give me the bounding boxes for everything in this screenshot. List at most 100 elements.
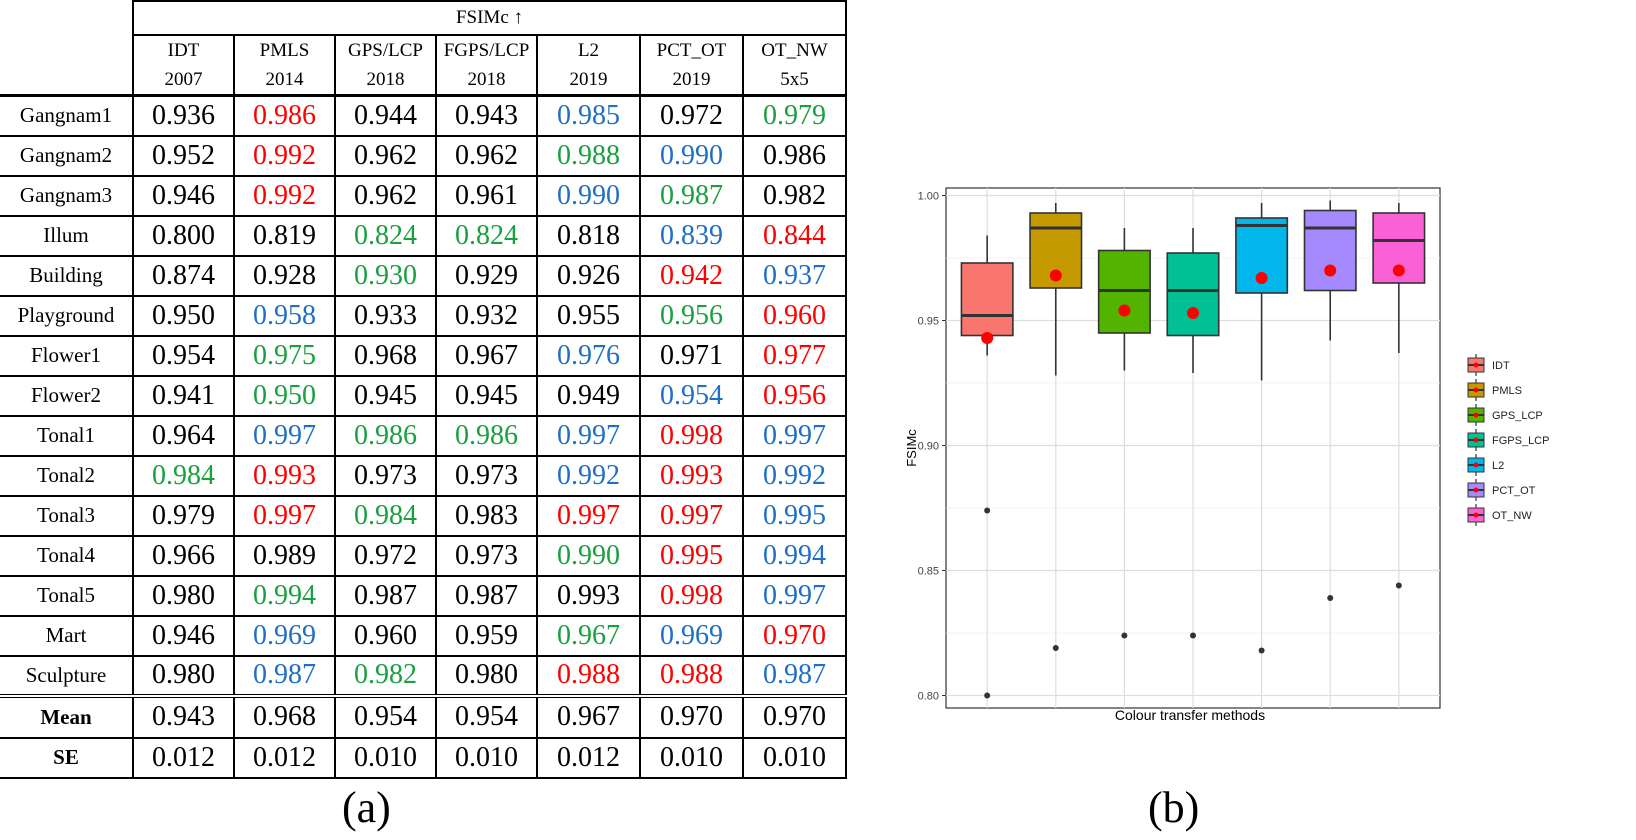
mean-row: Mean 0.943 0.968 0.954 0.954 0.967 0.970 0.970 — [0, 693, 847, 739]
method-year: 2007 — [164, 69, 203, 90]
method-year: 2018 — [366, 69, 405, 90]
row-name: Gangnam2 — [0, 134, 134, 177]
y-tick-label: 0.95 — [918, 316, 939, 328]
table-row: Tonal5 0.980 0.994 0.987 0.987 0.993 0.998 0.99… — [0, 574, 847, 617]
method-name: PMLS — [259, 40, 310, 61]
y-axis-label: FSIMc — [904, 429, 919, 467]
se-value-cell: 0.012 — [536, 736, 641, 779]
value-cell: 0.928 — [233, 254, 336, 297]
up-arrow-icon: ↑ — [513, 7, 524, 28]
legend-item: FGPS_LCP — [1467, 429, 1549, 451]
legend: IDT PMLS GPS_LCP FGPS_LCP L2 PCT_OT OT_NW — [1467, 354, 1549, 526]
value-cell: 0.975 — [233, 334, 336, 377]
value-cell: 0.967 — [536, 614, 641, 657]
method-header: L2 2019 — [536, 34, 641, 97]
value-cell: 0.973 — [435, 534, 538, 577]
value-cell: 0.997 — [742, 414, 847, 457]
method-name: FGPS/LCP — [443, 40, 530, 61]
box-ot-nw — [1372, 203, 1426, 589]
value-cell: 0.995 — [742, 494, 847, 537]
value-cell: 0.932 — [435, 294, 538, 337]
box-idt — [960, 235, 1014, 699]
outlier-point — [984, 507, 991, 514]
value-cell: 0.998 — [639, 574, 744, 617]
value-cell: 0.994 — [233, 574, 336, 617]
value-cell: 0.956 — [639, 294, 744, 337]
row-name: Building — [0, 254, 134, 297]
value-cell: 0.980 — [132, 654, 235, 697]
method-header: OT_NW 5x5 — [742, 34, 847, 97]
value-cell: 0.988 — [536, 654, 641, 697]
value-cell: 0.997 — [233, 494, 336, 537]
mean-point — [1118, 304, 1131, 317]
value-cell: 0.824 — [435, 214, 538, 257]
legend-label: IDT — [1492, 360, 1510, 372]
box-pmls — [1029, 203, 1083, 651]
legend-item: PCT_OT — [1467, 479, 1536, 501]
se-value-cell: 0.010 — [334, 736, 437, 779]
method-year: 2014 — [265, 69, 304, 90]
method-name: OT_NW — [761, 40, 828, 61]
value-cell: 0.962 — [334, 174, 437, 217]
fsimc-results-table: FSIMc ↑ IDT 2007 PMLS 2014 GPS/LCP 2018 FGPS/LC… — [0, 0, 847, 779]
method-name: IDT — [167, 40, 200, 61]
outlier-point — [1395, 582, 1402, 589]
legend-label: GPS_LCP — [1492, 410, 1543, 422]
box-gps-lcp — [1097, 228, 1151, 639]
mean-point — [981, 332, 994, 344]
method-header: PMLS 2014 — [233, 34, 336, 97]
method-year: 2019 — [569, 69, 608, 90]
mean-value-cell: 0.943 — [132, 693, 235, 739]
value-cell: 0.987 — [435, 574, 538, 617]
value-cell: 0.987 — [639, 174, 744, 217]
box-l2 — [1235, 203, 1289, 654]
legend-mean-dot — [1473, 437, 1479, 443]
value-cell: 0.824 — [334, 214, 437, 257]
outlier-point — [984, 692, 991, 699]
legend-label: L2 — [1492, 460, 1504, 472]
legend-item: PMLS — [1467, 379, 1522, 401]
value-cell: 0.997 — [742, 574, 847, 617]
y-tick-layer: 0.80 0.85 0.90 0.95 1.00 — [918, 191, 946, 703]
value-cell: 0.997 — [233, 414, 336, 457]
value-cell: 0.997 — [536, 494, 641, 537]
mean-value-cell: 0.954 — [435, 693, 538, 739]
value-cell: 0.839 — [639, 214, 744, 257]
value-cell: 0.980 — [132, 574, 235, 617]
legend-mean-dot — [1473, 362, 1479, 368]
table-row: Tonal4 0.966 0.989 0.972 0.973 0.990 0.995 0.99… — [0, 534, 847, 577]
value-cell: 0.844 — [742, 214, 847, 257]
legend-mean-dot — [1473, 387, 1479, 393]
value-cell: 0.988 — [639, 654, 744, 697]
row-name: Tonal2 — [0, 454, 134, 497]
se-value-cell: 0.010 — [742, 736, 847, 779]
y-tick-label: 0.85 — [918, 566, 939, 578]
mean-value-cell: 0.970 — [742, 693, 847, 739]
value-cell: 0.982 — [334, 654, 437, 697]
table-row: Tonal2 0.984 0.993 0.973 0.973 0.992 0.993 0.99… — [0, 454, 847, 497]
value-cell: 0.930 — [334, 254, 437, 297]
table-row: Flower1 0.954 0.975 0.968 0.967 0.976 0.971 0.9… — [0, 334, 847, 377]
iqr-box — [1166, 252, 1220, 337]
row-name: Flower1 — [0, 334, 134, 377]
legend-label: PCT_OT — [1492, 485, 1536, 497]
method-header: IDT 2007 — [132, 34, 235, 97]
row-name: Illum — [0, 214, 134, 257]
mean-point — [1187, 307, 1199, 319]
table-row: Sculpture 0.980 0.987 0.982 0.980 0.988 0.988 0… — [0, 654, 847, 697]
value-cell: 0.946 — [132, 614, 235, 657]
outlier-point — [1258, 647, 1265, 654]
value-cell: 0.954 — [132, 334, 235, 377]
value-cell: 0.874 — [132, 254, 235, 297]
value-cell: 0.998 — [639, 414, 744, 457]
legend-label: FGPS_LCP — [1492, 435, 1549, 447]
legend-label: PMLS — [1492, 385, 1522, 397]
method-header: FGPS/LCP 2018 — [435, 34, 538, 97]
outlier-point — [1190, 632, 1196, 639]
value-cell: 0.997 — [639, 494, 744, 537]
value-cell: 0.986 — [334, 414, 437, 457]
value-cell: 0.961 — [435, 174, 538, 217]
value-cell: 0.993 — [536, 574, 641, 617]
value-cell: 0.962 — [334, 134, 437, 177]
table-row: Gangnam1 0.936 0.986 0.944 0.943 0.985 0.972 0.… — [0, 94, 847, 137]
